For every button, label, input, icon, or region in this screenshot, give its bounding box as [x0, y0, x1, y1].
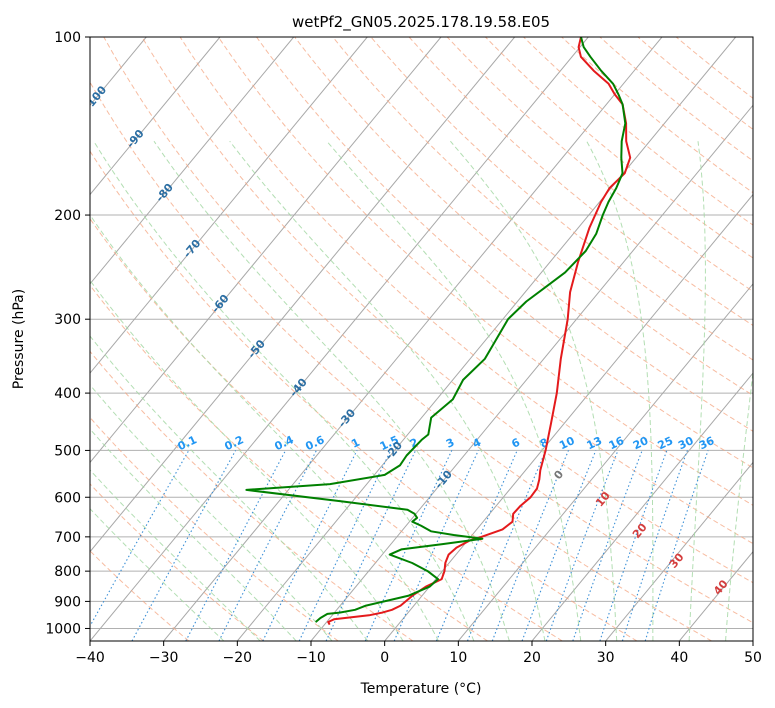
mixing-ratio-line	[644, 450, 709, 641]
y-tick-label: 100	[54, 30, 81, 46]
y-tick-label: 1000	[45, 621, 81, 637]
mixing-ratio-line	[435, 450, 518, 641]
x-tick-label: 40	[670, 650, 688, 666]
mixing-ratio-line	[572, 450, 643, 641]
plot-frame	[89, 36, 754, 642]
axis-ticks: −40 −30 −20 −10 0 10 20 30 40 50 1000 900 800 700 600 5…	[45, 30, 762, 666]
isotherm-line	[90, 37, 589, 641]
dry-adiabat-line	[179, 37, 753, 545]
moist-adiabat-line	[90, 469, 261, 641]
x-tick-label: 50	[744, 650, 762, 666]
y-tick-label: 900	[54, 594, 81, 610]
mixing-ratio-line	[90, 450, 190, 628]
x-tick-label: −30	[149, 650, 179, 666]
chart-title: wetPf2_GN05.2025.178.19.58.E05	[292, 13, 550, 32]
dry-adiabat-line	[90, 483, 264, 641]
x-axis-label: Temperature (°C)	[360, 681, 482, 697]
mixing-ratio-label: 36	[697, 434, 717, 452]
moist-adiabat-line	[90, 279, 404, 641]
moist-adiabat-line	[90, 428, 297, 641]
y-axis-label: Pressure (hPa)	[11, 289, 27, 389]
x-tick-label: −40	[75, 650, 105, 666]
moist-adiabat-line	[153, 140, 510, 641]
dewpoint-profile-line	[245, 37, 627, 623]
y-tick-label: 800	[54, 564, 81, 580]
isotherm-line	[163, 37, 663, 641]
moist-adiabat-line	[450, 140, 618, 641]
dry-adiabat-line	[217, 37, 753, 506]
moist-adiabat-line	[93, 140, 475, 641]
moist-adiabat-line	[90, 335, 369, 641]
moist-adiabat-line	[90, 507, 225, 641]
dry-adiabat-line	[90, 81, 712, 641]
mixing-ratio-label: 16	[607, 434, 627, 452]
moist-adiabat-line	[725, 368, 753, 641]
isotherm-line	[531, 372, 753, 641]
mixing-ratio-line	[364, 450, 453, 641]
dry-adiabat-line	[332, 37, 753, 396]
moist-adiabat-line	[586, 140, 654, 641]
mixing-ratio-line	[325, 450, 417, 641]
mixing-ratio-line	[599, 450, 668, 641]
mixing-ratio-line	[545, 450, 619, 641]
dry-adiabat-line	[523, 37, 753, 226]
mixing-ratio-label: 20	[631, 434, 651, 452]
isotherm-line	[90, 37, 442, 464]
x-tick-label: 10	[449, 650, 467, 666]
isotherm-line	[90, 37, 516, 553]
dry-adiabat-line	[294, 37, 753, 432]
dry-adiabat-line	[90, 150, 638, 641]
isotherm-line	[236, 37, 737, 641]
isotherm-line	[605, 461, 753, 641]
moist-adiabat-line	[688, 141, 706, 641]
moist-adiabat-line	[90, 384, 333, 641]
dry-adiabat-line	[141, 37, 753, 584]
dry-adiabat-line	[370, 37, 753, 361]
y-tick-label: 600	[54, 490, 81, 506]
isotherm-line	[90, 37, 368, 374]
y-tick-label: 700	[54, 530, 81, 546]
dry-adiabat-line	[90, 284, 488, 641]
moist-adiabat-line	[90, 214, 439, 641]
y-tick-label: 400	[54, 386, 81, 402]
mixing-ratio-line	[298, 450, 392, 641]
y-tick-label: 500	[54, 443, 81, 459]
mixing-ratio-line	[393, 450, 479, 641]
mixing-ratio-label: 30	[676, 434, 696, 452]
isotherm-line	[457, 283, 753, 641]
mixing-ratio-label: 10	[557, 434, 577, 452]
moist-adiabat-line	[229, 140, 546, 641]
x-tick-label: −20	[223, 650, 253, 666]
moist-adiabat-line	[326, 140, 582, 641]
x-tick-label: 30	[597, 650, 615, 666]
isotherm-line	[90, 37, 221, 196]
dry-adiabat-line	[90, 416, 339, 641]
x-tick-label: 0	[380, 650, 389, 666]
dry-adiabat-line	[599, 37, 753, 162]
y-tick-label: 200	[54, 208, 81, 224]
mixing-ratio-line	[131, 450, 237, 641]
dry-adiabat-line	[256, 37, 753, 469]
y-tick-label: 300	[54, 312, 81, 328]
isotherm-line	[90, 37, 295, 285]
mixing-ratio-line	[621, 450, 688, 641]
mixing-ratio-label: 13	[585, 434, 604, 452]
dry-adiabat-line	[446, 37, 753, 293]
mixing-ratio-label: 25	[656, 434, 675, 452]
x-tick-label: 20	[523, 650, 541, 666]
isotherm-line	[310, 104, 753, 641]
x-tick-label: −10	[296, 650, 326, 666]
